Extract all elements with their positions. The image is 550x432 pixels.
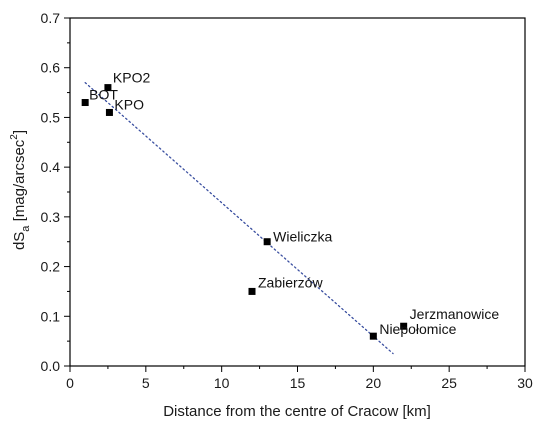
data-point: [263, 238, 271, 246]
y-tick-label: 0.2: [41, 259, 61, 275]
data-point-label: Zabierzów: [258, 274, 323, 290]
data-point: [248, 287, 256, 295]
data-point: [105, 108, 113, 116]
x-tick-label: 15: [290, 375, 306, 391]
x-axis-title: Distance from the centre of Cracow [km]: [163, 403, 431, 420]
data-point: [104, 84, 112, 92]
y-axis-title-subscript: a: [20, 225, 32, 232]
y-axis-title-unit: [mag/arcsec: [11, 139, 28, 225]
data-point: [400, 322, 408, 330]
data-point-label: Niepołomice: [379, 321, 456, 337]
x-tick-label: 5: [142, 375, 150, 391]
y-tick-label: 0.7: [41, 10, 61, 26]
data-points-layer: [81, 84, 408, 340]
axes-layer: 0 5 10 15 20 25 30 0.0 0.1 0.2 0.3 0.4 0.5 0.6 0.7: [41, 10, 533, 391]
x-tick-label: 20: [366, 375, 382, 391]
y-tick-label: 0.3: [41, 209, 61, 225]
data-point: [369, 332, 377, 340]
data-point-label: Wieliczka: [273, 229, 332, 245]
y-axis-title: dSa [mag/arcsec2]: [9, 130, 32, 250]
trendline-layer: [84, 81, 394, 355]
y-axis-title-unit-power: 2: [9, 134, 20, 140]
y-tick-label: 0.1: [41, 308, 61, 324]
y-tick-label: 0.4: [41, 159, 61, 175]
y-axis-title-unit-close: ]: [11, 130, 28, 134]
data-point-label: KPO: [114, 96, 144, 112]
data-point-label: KPO2: [113, 70, 151, 86]
x-tick-label: 25: [441, 375, 457, 391]
y-tick-label: 0.5: [41, 109, 61, 125]
x-tick-label: 0: [66, 375, 74, 391]
data-point-label: BOT: [89, 87, 118, 103]
trendline: [84, 81, 394, 355]
y-tick-label: 0.6: [41, 60, 61, 76]
data-point: [81, 99, 89, 107]
y-axis-title-base: dS: [11, 232, 28, 250]
x-tick-label: 30: [517, 375, 533, 391]
x-tick-label: 10: [214, 375, 230, 391]
y-tick-label: 0.0: [41, 358, 61, 374]
data-point-label: Jerzmanowice: [410, 306, 500, 322]
